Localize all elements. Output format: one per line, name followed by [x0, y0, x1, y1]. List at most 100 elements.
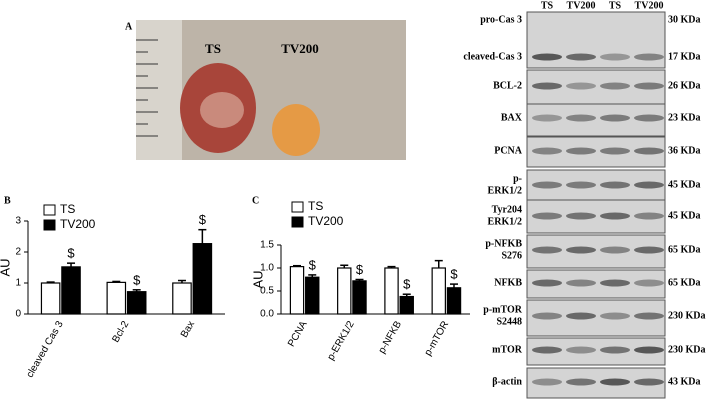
blot-row-label: BAX — [501, 112, 523, 123]
bar — [106, 281, 127, 315]
bar — [384, 267, 399, 315]
blot-band — [600, 147, 630, 155]
blot-band — [532, 53, 562, 61]
blot-band — [532, 181, 562, 189]
blot-band — [634, 378, 664, 386]
significance-mark: $ — [199, 212, 207, 227]
specimen-photo: TS TV200 — [136, 20, 406, 160]
blot-row-label: BCL-2 — [493, 80, 522, 91]
y-tick-label: 0 — [15, 309, 21, 320]
y-tick-label: 1.5 — [260, 240, 274, 251]
significance-mark: $ — [309, 257, 317, 272]
blot-row-label: ERK1/2 — [488, 216, 522, 227]
blot-band — [600, 378, 630, 386]
blot-column-label: TS — [609, 0, 622, 11]
y-axis-label: AU — [250, 270, 265, 288]
legend-label: TS — [308, 199, 323, 213]
y-tick-label: 0.5 — [260, 286, 274, 297]
blot-band — [600, 312, 630, 320]
blot-band — [634, 346, 664, 354]
blot-band — [634, 147, 664, 155]
x-tick-label: cleaved Cas 3 — [25, 319, 66, 380]
blot-band — [566, 212, 596, 220]
blot-band — [634, 246, 664, 254]
blot-band — [634, 212, 664, 220]
blot-band — [532, 312, 562, 320]
blot-row-label: p-NFKB — [485, 238, 522, 249]
blot-row-label: p- — [513, 173, 522, 184]
blot-band — [532, 279, 562, 287]
blot-band — [600, 82, 630, 90]
x-tick-label: PCNA — [286, 319, 310, 349]
blot-kda: 26 KDa — [668, 80, 701, 91]
bar — [305, 276, 320, 315]
significance-mark: $ — [133, 272, 141, 287]
y-axis-label: AU — [0, 258, 12, 276]
blot-band — [532, 114, 562, 122]
blot-kda: 230 KDa — [668, 310, 706, 321]
blot-row-label: NFKB — [494, 277, 522, 288]
panel-label: C — [252, 195, 259, 206]
x-tick-label: Bcl-2 — [110, 319, 131, 345]
legend-label: TS — [60, 202, 75, 216]
blot-row-label: mTOR — [492, 344, 523, 355]
blot-kda: 45 KDa — [668, 179, 701, 190]
blot-band — [600, 212, 630, 220]
y-tick-label: 3 — [15, 216, 21, 227]
significance-mark: $ — [450, 267, 458, 282]
x-tick-label: p-mTOR — [423, 319, 452, 358]
blot-band — [566, 181, 596, 189]
y-tick-label: 0.0 — [260, 309, 274, 320]
blot-band — [634, 312, 664, 320]
blot-band — [600, 53, 630, 61]
blot-row-label: p-mTOR — [483, 304, 522, 315]
blot-band — [634, 53, 664, 61]
bar — [192, 243, 213, 315]
blot-band — [600, 246, 630, 254]
blot-band — [532, 246, 562, 254]
blot-column-label: TV200 — [635, 0, 664, 11]
legend-swatch — [291, 216, 304, 228]
blot-row-label: Tyr204 — [492, 204, 522, 215]
significance-mark: $ — [67, 246, 75, 261]
blot-band — [566, 279, 596, 287]
legend-swatch — [43, 219, 56, 231]
blot-kda: 30 KDa — [668, 14, 701, 25]
photo-label: TV200 — [281, 41, 319, 56]
blot-row-label: pro-Cas 3 — [480, 14, 522, 25]
blot-kda: 45 KDa — [668, 210, 701, 221]
blot-band — [532, 378, 562, 386]
y-tick-label: 1.0 — [260, 263, 274, 274]
blot-band — [634, 114, 664, 122]
blot-band — [600, 346, 630, 354]
blot-kda: 65 KDa — [668, 277, 701, 288]
blot-band — [566, 346, 596, 354]
blot-column-label: TS — [541, 0, 554, 11]
blot-kda: 43 KDa — [668, 376, 701, 387]
x-tick-label: p-NFKB — [377, 319, 404, 356]
blot-band — [566, 53, 596, 61]
blot-row-label: PCNA — [494, 145, 523, 156]
legend-swatch — [291, 201, 304, 213]
blot-row-label: ERK1/2 — [488, 185, 522, 196]
blot-band — [634, 181, 664, 189]
blot-row-label: S276 — [501, 250, 522, 261]
y-tick-label: 2 — [15, 247, 21, 258]
blot-band — [532, 212, 562, 220]
blot-kda: 36 KDa — [668, 145, 701, 156]
blot-band — [600, 114, 630, 122]
blot-row-label: cleaved-Cas 3 — [463, 51, 522, 62]
blot-band — [566, 246, 596, 254]
blot-band — [566, 312, 596, 320]
blot-band — [634, 82, 664, 90]
blot-band — [634, 279, 664, 287]
photo-label: TS — [205, 41, 221, 56]
bar — [352, 280, 367, 315]
blot-band — [532, 147, 562, 155]
bar — [431, 267, 446, 315]
blot-kda: 17 KDa — [668, 51, 701, 62]
significance-mark: $ — [403, 277, 411, 292]
significance-mark: $ — [356, 262, 364, 277]
bar — [40, 282, 61, 315]
